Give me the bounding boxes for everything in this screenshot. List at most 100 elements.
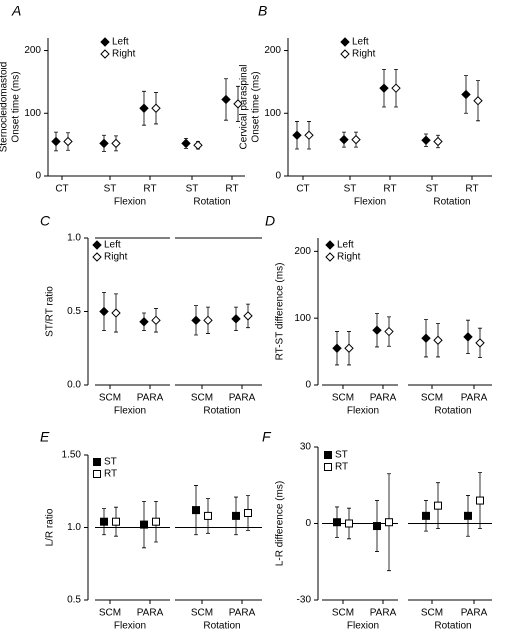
y-tick-label: 0: [275, 171, 281, 182]
data-point: [339, 134, 349, 145]
data-point: [63, 136, 73, 147]
legend-label: Left: [337, 240, 354, 251]
data-point: [464, 511, 472, 520]
data-point: [139, 317, 149, 327]
group-label: Flexion: [347, 621, 379, 632]
legend-marker: [340, 49, 350, 59]
group-label: Flexion: [347, 406, 379, 417]
panel-letter: E: [40, 429, 50, 445]
data-point: [461, 89, 471, 100]
data-point: [422, 511, 430, 520]
y-axis-label: L/R ratio: [45, 508, 56, 546]
data-point: [181, 138, 191, 149]
group-label: Rotation: [434, 621, 471, 632]
data-point: [292, 130, 302, 140]
legend-label: Left: [352, 37, 369, 48]
data-point: [233, 99, 243, 109]
y-tick-label: 30: [300, 442, 312, 453]
x-tick-label: SCM: [332, 608, 354, 619]
legend-marker: [324, 463, 332, 471]
x-tick-label: PARA: [137, 608, 164, 619]
data-point: [221, 94, 231, 105]
data-point: [203, 315, 213, 326]
x-tick-label: PARA: [229, 393, 256, 404]
data-point: [384, 326, 394, 337]
y-tick-label: 0.5: [67, 595, 81, 606]
data-point: [193, 140, 203, 150]
data-point: [433, 136, 443, 147]
legend-marker: [93, 458, 101, 466]
data-point: [304, 130, 314, 140]
data-point: [204, 511, 212, 520]
data-point: [463, 332, 473, 342]
data-point: [421, 135, 431, 145]
data-point: [475, 338, 485, 348]
data-point: [112, 517, 120, 526]
legend-label: Right: [104, 252, 128, 263]
legend-marker: [340, 37, 350, 47]
legend-label: RT: [335, 462, 348, 473]
x-tick-label: SCM: [191, 608, 213, 619]
data-point: [152, 517, 160, 526]
legend-marker: [324, 451, 332, 459]
y-tick-label: 200: [294, 246, 311, 257]
x-tick-label: PARA: [461, 393, 488, 404]
data-point: [391, 83, 401, 93]
y-tick-label: -30: [297, 595, 312, 606]
legend-marker: [92, 252, 102, 262]
x-tick-label: CT: [296, 184, 309, 195]
x-tick-label: PARA: [370, 393, 397, 404]
y-tick-label: 0: [305, 518, 311, 529]
data-point: [192, 506, 200, 515]
y-tick-label: 100: [264, 108, 281, 119]
group-label: Rotation: [193, 197, 230, 208]
panel-letter: C: [40, 213, 51, 229]
y-axis-label: ST/RT ratio: [45, 286, 56, 337]
legend-label: Right: [352, 49, 376, 60]
y-tick-label: 1.0: [67, 522, 81, 533]
panel-letter: B: [258, 3, 267, 19]
legend-marker: [93, 470, 101, 478]
data-point: [421, 333, 431, 343]
legend-marker: [92, 240, 102, 250]
y-tick-label: 100: [24, 108, 41, 119]
data-point: [385, 518, 393, 527]
y-axis-label: RT-ST difference (ms): [275, 263, 286, 361]
data-point: [140, 520, 148, 529]
x-tick-label: RT: [143, 184, 156, 195]
data-point: [434, 501, 442, 510]
group-label: Flexion: [114, 621, 146, 632]
x-tick-label: ST: [344, 184, 357, 195]
legend-marker: [100, 37, 110, 47]
x-tick-label: SCM: [99, 608, 121, 619]
y-tick-label: 0: [35, 171, 41, 182]
legend-marker: [100, 49, 110, 59]
data-point: [100, 517, 108, 526]
legend-label: Right: [112, 49, 136, 60]
x-tick-label: SCM: [421, 393, 443, 404]
y-axis-label: Sternocleidomastoid: [0, 62, 10, 153]
data-point: [373, 522, 381, 531]
legend-label: ST: [335, 450, 348, 461]
data-point: [99, 138, 109, 149]
data-point: [333, 518, 341, 527]
group-label: Flexion: [114, 406, 146, 417]
x-tick-label: PARA: [370, 608, 397, 619]
data-point: [379, 83, 389, 93]
y-tick-label: 200: [264, 45, 281, 56]
data-point: [99, 306, 109, 317]
group-label: Rotation: [203, 406, 240, 417]
y-axis-label: Onset time (ms): [251, 71, 262, 142]
x-tick-label: SCM: [332, 393, 354, 404]
x-tick-label: PARA: [137, 393, 164, 404]
data-point: [111, 138, 121, 149]
x-tick-label: ST: [104, 184, 117, 195]
legend-marker: [325, 240, 335, 250]
legend-marker: [325, 252, 335, 262]
y-tick-label: 1.0: [67, 233, 81, 244]
x-tick-label: ST: [426, 184, 439, 195]
x-tick-label: RT: [225, 184, 238, 195]
x-tick-label: RT: [465, 184, 478, 195]
data-point: [151, 315, 161, 326]
data-point: [476, 496, 484, 505]
